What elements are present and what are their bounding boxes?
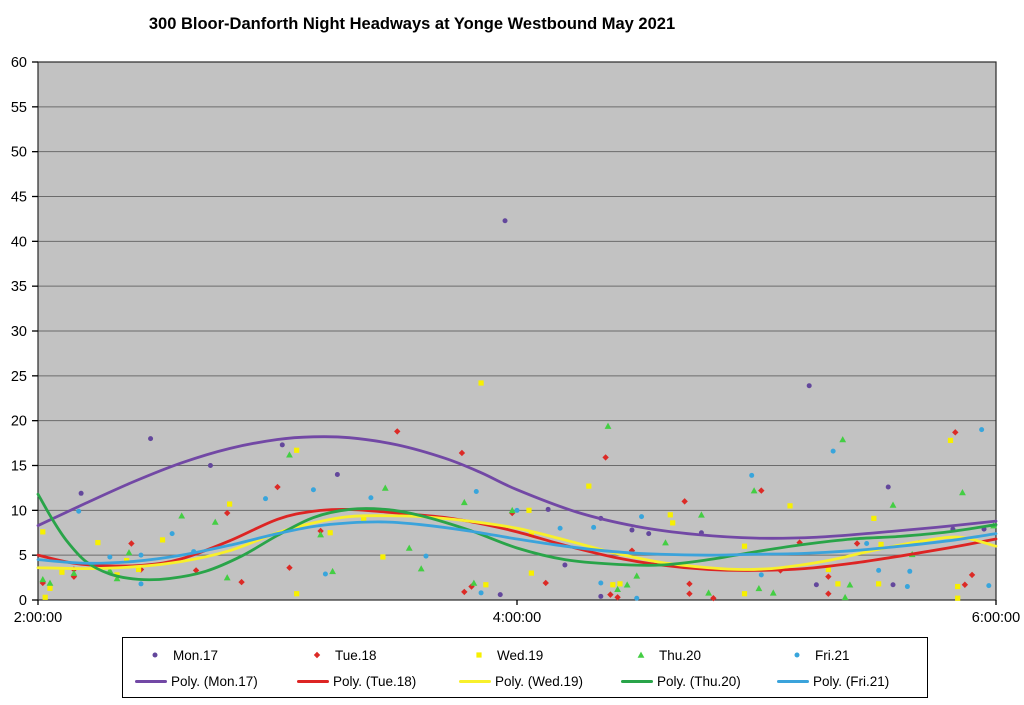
x-tick-label: 4:00:00 bbox=[493, 610, 541, 626]
y-tick-label: 10 bbox=[11, 503, 27, 519]
trend-line-poly-mon-17- bbox=[36, 435, 998, 540]
axis-ticks bbox=[32, 61, 997, 605]
legend-label: Poly. (Thu.20) bbox=[657, 673, 741, 689]
legend-label: Mon.17 bbox=[173, 647, 219, 663]
scatter-series-thu20 bbox=[39, 422, 998, 601]
legend-item-poly-fri-21-: Poly. (Fri.21) bbox=[777, 672, 889, 690]
legend-item-fri21: Fri.21 bbox=[791, 646, 850, 664]
trend-line-swatch-icon bbox=[297, 679, 329, 683]
y-tick-label: 5 bbox=[19, 548, 27, 564]
legend-label: Poly. (Tue.18) bbox=[333, 673, 417, 689]
trend-line-poly-fri-21- bbox=[36, 520, 998, 565]
legend-label: Poly. (Mon.17) bbox=[171, 673, 258, 689]
x-axis-labels: 2:00:00 4:00:00 6:00:00 bbox=[14, 610, 1020, 626]
trend-line-swatch-icon bbox=[777, 679, 809, 683]
legend-item-thu20: Thu.20 bbox=[635, 646, 701, 664]
legend-item-mon17: Mon.17 bbox=[149, 646, 218, 664]
trend-line-poly-wed-19- bbox=[36, 514, 998, 571]
legend-item-poly-wed-19-: Poly. (Wed.19) bbox=[459, 672, 583, 690]
circle-marker-icon bbox=[794, 652, 800, 658]
y-tick-label: 25 bbox=[11, 369, 27, 385]
trend-line-swatch-icon bbox=[135, 679, 167, 683]
y-tick-label: 40 bbox=[11, 234, 27, 250]
legend-label: Wed.19 bbox=[497, 647, 544, 663]
legend-label: Tue.18 bbox=[335, 647, 377, 663]
chart-title: 300 Bloor-Danforth Night Headways at Yon… bbox=[148, 15, 676, 33]
y-tick-label: 0 bbox=[19, 593, 27, 609]
y-tick-label: 30 bbox=[11, 324, 27, 340]
legend-label: Poly. (Wed.19) bbox=[495, 673, 584, 689]
triangle-marker-icon bbox=[637, 651, 645, 658]
legend-label: Poly. (Fri.21) bbox=[813, 673, 890, 689]
x-tick-label: 2:00:00 bbox=[14, 610, 62, 626]
y-tick-label: 35 bbox=[11, 279, 27, 295]
y-tick-label: 50 bbox=[11, 145, 27, 161]
legend-item-wed19: Wed.19 bbox=[473, 646, 543, 664]
diamond-marker-icon bbox=[313, 651, 321, 659]
legend-label: Fri.21 bbox=[815, 647, 850, 663]
y-tick-label: 15 bbox=[11, 459, 27, 475]
y-tick-label: 55 bbox=[11, 100, 27, 116]
circle-marker-icon bbox=[152, 652, 158, 658]
y-tick-label: 45 bbox=[11, 190, 27, 206]
legend-item-tue18: Tue.18 bbox=[311, 646, 377, 664]
y-tick-label: 20 bbox=[11, 414, 27, 430]
trend-line-swatch-icon bbox=[621, 679, 653, 683]
legend-label: Thu.20 bbox=[659, 647, 702, 663]
square-marker-icon bbox=[476, 652, 482, 658]
scatter-series-tue18 bbox=[39, 428, 976, 602]
x-tick-label: 6:00:00 bbox=[972, 610, 1020, 626]
legend-item-poly-thu-20-: Poly. (Thu.20) bbox=[621, 672, 741, 690]
legend-item-poly-mon-17-: Poly. (Mon.17) bbox=[135, 672, 258, 690]
legend-item-poly-tue-18-: Poly. (Tue.18) bbox=[297, 672, 416, 690]
trend-line-poly-thu-20- bbox=[36, 492, 998, 582]
y-axis-labels: 0 5 10 15 20 25 30 35 40 45 50 55 60 bbox=[11, 55, 27, 609]
trend-line-swatch-icon bbox=[459, 679, 491, 683]
legend: Mon.17 Tue.18 Wed.19 Thu.20 Fri.21 Poly. (Mon… bbox=[122, 637, 928, 698]
y-tick-label: 60 bbox=[11, 55, 27, 71]
